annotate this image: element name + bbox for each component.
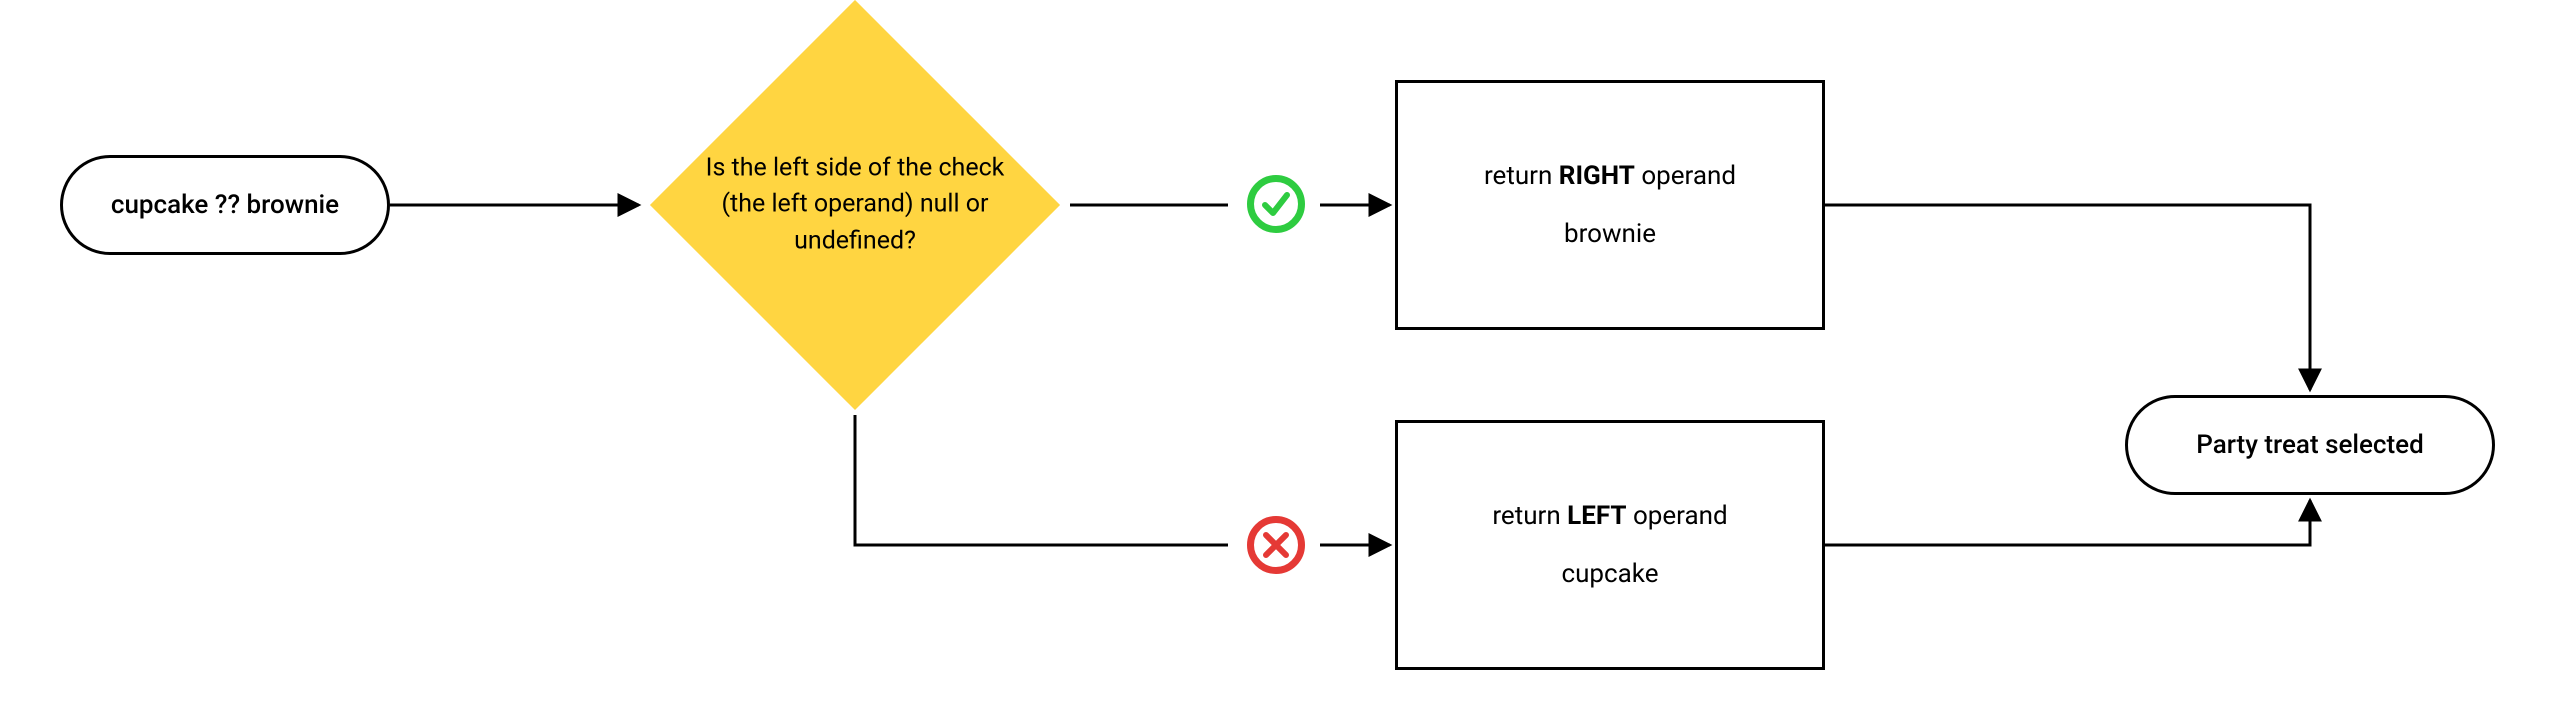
right-operand-value: brownie <box>1564 219 1656 249</box>
left-operand-line1: return LEFT operand <box>1492 501 1727 531</box>
right-line1-pre: return <box>1484 161 1559 191</box>
checkmark-icon <box>1247 175 1305 233</box>
right-line1-bold: RIGHT <box>1559 161 1635 191</box>
flowchart-canvas: cupcake ?? brownie Is the left side of t… <box>0 0 2560 710</box>
decision-label: Is the left side of the check (the left … <box>695 151 1015 260</box>
left-line1-pre: return <box>1492 501 1567 531</box>
right-operand-line1: return RIGHT operand <box>1484 161 1736 191</box>
start-label: cupcake ?? brownie <box>111 190 339 220</box>
left-line1-post: operand <box>1627 501 1728 531</box>
edge-decision-no <box>855 415 1228 545</box>
left-operand-value: cupcake <box>1561 559 1658 589</box>
edge-rightbox-end <box>1825 205 2310 390</box>
connectors-layer <box>0 0 2560 710</box>
left-operand-box: return LEFT operand cupcake <box>1395 420 1825 670</box>
cross-icon <box>1247 516 1305 574</box>
edge-leftbox-end <box>1825 500 2310 545</box>
start-node: cupcake ?? brownie <box>60 155 390 255</box>
end-label: Party treat selected <box>2196 430 2424 460</box>
right-line1-post: operand <box>1635 161 1736 191</box>
left-line1-bold: LEFT <box>1567 501 1626 531</box>
end-node: Party treat selected <box>2125 395 2495 495</box>
right-operand-box: return RIGHT operand brownie <box>1395 80 1825 330</box>
